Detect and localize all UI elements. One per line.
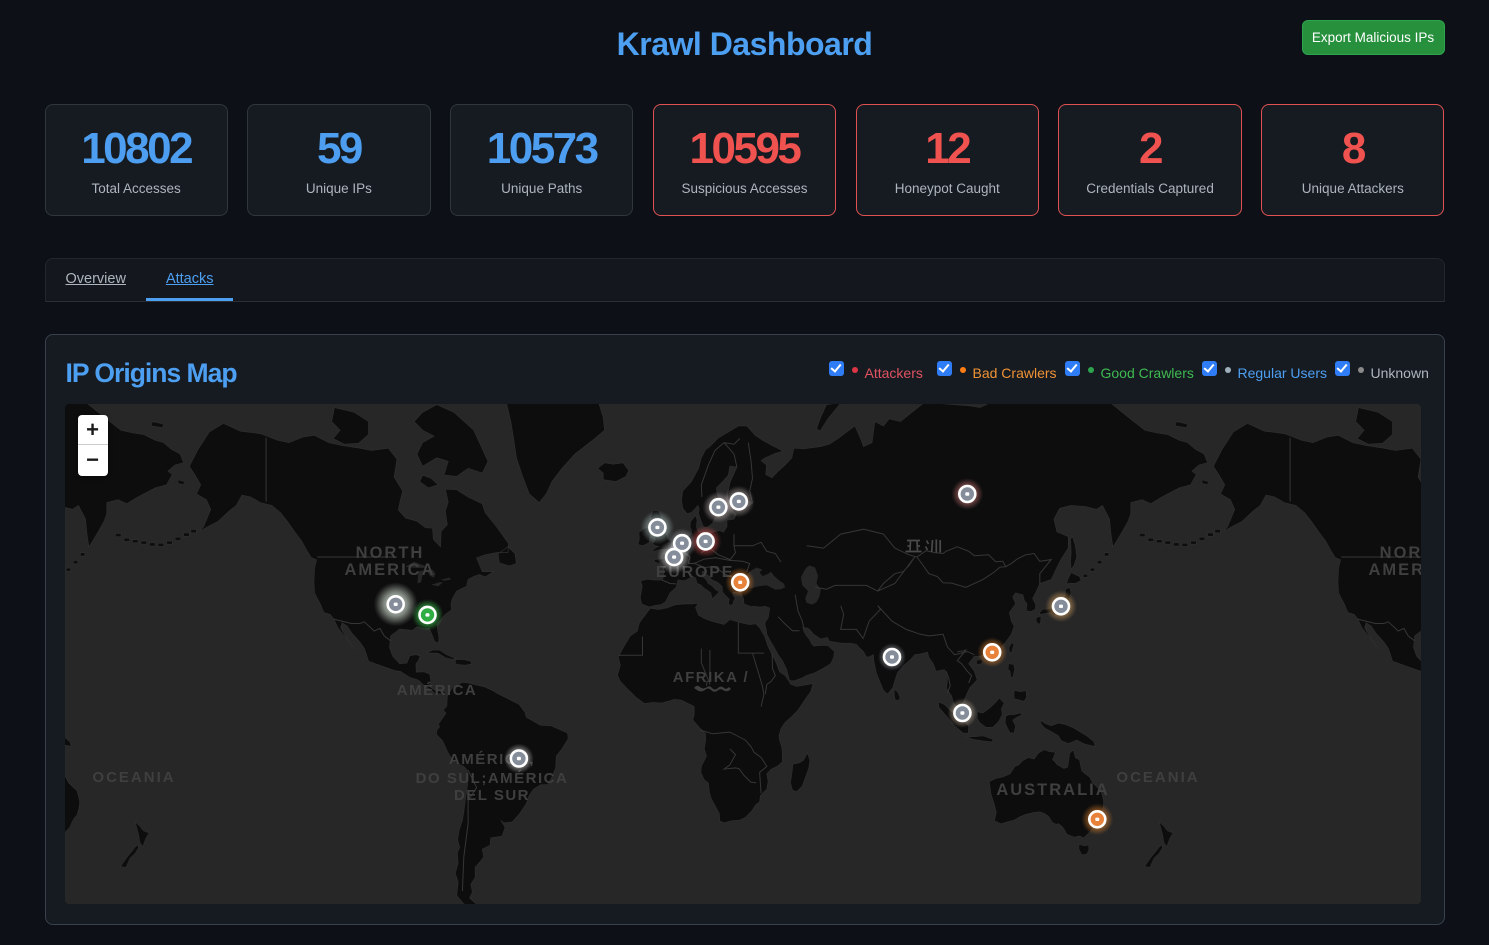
svg-text:DO SUL;AMÉRICA: DO SUL;AMÉRICA [415, 770, 568, 787]
svg-text:NORTH: NORTH [1379, 544, 1420, 562]
svg-text:DEL SUR: DEL SUR [453, 787, 529, 804]
svg-text:AUSTRALIA: AUSTRALIA [996, 781, 1109, 799]
svg-text:AFRIKA /: AFRIKA / [672, 669, 748, 686]
svg-text:AMERICA: AMERICA [344, 561, 435, 579]
svg-text:OCEANIA: OCEANIA [1116, 769, 1199, 786]
svg-text:OCEANIA: OCEANIA [92, 769, 175, 786]
svg-text:AMERICA: AMERICA [1368, 561, 1421, 579]
svg-text:AMÉRICA: AMÉRICA [396, 682, 477, 699]
svg-text:NORTH: NORTH [355, 544, 424, 562]
